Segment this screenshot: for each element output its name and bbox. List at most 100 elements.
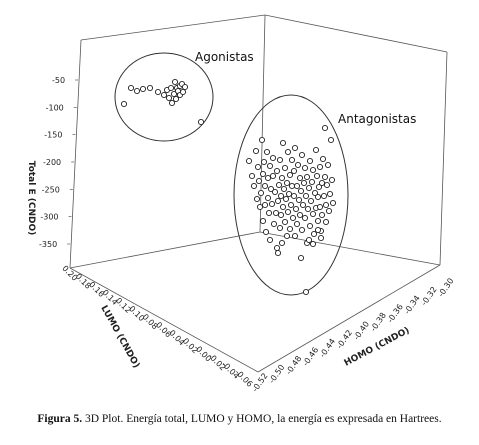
z-tick-label: -250 [42,185,60,194]
antagonistas-point [284,208,292,216]
antagonistas-point [268,200,276,208]
antagonistas-point [303,173,311,181]
homo-tick-label: -0.42 [335,328,354,350]
antagonistas-point [307,197,315,205]
antagonistas-point [325,207,333,215]
agonistas-cluster-ellipse [114,52,214,142]
antagonistas-point [280,185,288,193]
antagonistas-point [290,167,298,175]
antagonistas-point [288,156,296,164]
antagonistas-point [270,220,278,228]
antagonistas-point [297,187,305,195]
antagonistas-point [278,239,286,247]
antagonistas-point [316,203,324,211]
antagonistas-point [276,156,284,164]
antagonistas-point [252,147,260,155]
agonistas-point [133,87,141,95]
antagonistas-point [287,201,295,209]
agonistas-point [120,100,128,108]
antagonistas-point [322,218,330,226]
z-tick-label: -200 [43,158,61,167]
antagonistas-point [282,195,290,203]
antagonistas-point [309,166,317,174]
antagonistas-point [271,188,279,196]
antagonistas-point [291,144,299,152]
antagonistas-point [267,185,275,193]
box-edge [257,264,441,373]
antagonistas-point [298,226,306,234]
z-tick-label: -350 [39,240,57,249]
antagonistas-point [321,173,329,181]
antagonistas-point [289,214,297,222]
antagonistas-point [327,136,335,144]
antagonistas-point [279,203,287,211]
antagonistas-point [309,210,317,218]
antagonistas-point [324,161,332,169]
antagonistas-point [263,148,271,156]
antagonistas-point [259,170,267,178]
antagonistas-point [305,236,313,244]
antagonistas-point [266,162,274,170]
homo-tick-label: -0.36 [386,302,405,324]
homo-tick-label: -0.32 [419,285,438,307]
antagonistas-point [295,196,303,204]
homo-tick-label: -0.40 [352,320,371,342]
antagonistas-point [277,192,285,200]
antagonistas-point [304,205,312,213]
antagonistas-point [301,214,309,222]
homo-axis-title: HOMO (CNDO) [343,326,412,369]
antagonistas-point [259,217,267,225]
antagonistas-point [275,181,283,189]
antagonistas-point [296,211,304,219]
agonistas-point [172,95,180,103]
agonistas-point [179,88,187,96]
antagonistas-point [285,190,293,198]
antagonistas-point [261,182,269,190]
antagonistas-point [283,179,291,187]
homo-tick-label: -0.34 [403,294,422,316]
z-axis-title: Total E (CNDO) [26,161,36,236]
caption-text: 3D Plot. Energía total, LUMO y HOMO, la … [82,413,442,425]
antagonistas-point [313,172,321,180]
antagonistas-point [288,182,296,190]
antagonistas-point [311,189,319,197]
homo-tick-label: -0.46 [301,346,320,368]
antagonistas-point [314,193,322,201]
homo-tick-label: -0.44 [318,337,337,359]
box-edge [259,231,441,266]
box-edge [259,14,266,233]
antagonistas-point [255,177,263,185]
antagonistas-point [293,182,301,190]
antagonistas-point [326,190,334,198]
agonistas-point [181,83,189,91]
agonistas-point [168,99,176,107]
z-axis-ticks: -50 -100 -150 -200 -250 -300 -350 [39,76,79,249]
agonistas-point [165,94,173,102]
homo-tick-label: -0.38 [369,311,388,333]
agonistas-point [127,84,135,92]
antagonistas-point [273,244,281,252]
antagonistas-point [278,174,286,182]
antagonistas-point [254,163,262,171]
z-tick-label: -300 [40,213,58,222]
antagonistas-point [321,124,329,132]
antagonistas-point [272,209,280,217]
antagonistas-point [264,174,272,182]
antagonistas-point [266,236,274,244]
agonistas-point [170,90,178,98]
antagonistas-point [296,174,304,182]
agonistas-point [146,84,154,92]
z-tick-label: -50 [52,76,65,85]
antagonistas-point [317,234,325,242]
antagonistas-point [316,163,324,171]
box-edge [69,267,259,373]
agonistas-point [154,88,162,96]
antagonistas-point [253,195,261,203]
antagonistas-point [308,178,316,186]
figure-caption: Figura 5. 3D Plot. Energía total, LUMO y… [0,413,479,425]
antagonistas-point [290,192,298,200]
antagonistas-point [302,288,310,296]
antagonistas-point [260,158,268,166]
antagonistas-point [318,179,326,187]
antagonistas-point [328,176,336,184]
